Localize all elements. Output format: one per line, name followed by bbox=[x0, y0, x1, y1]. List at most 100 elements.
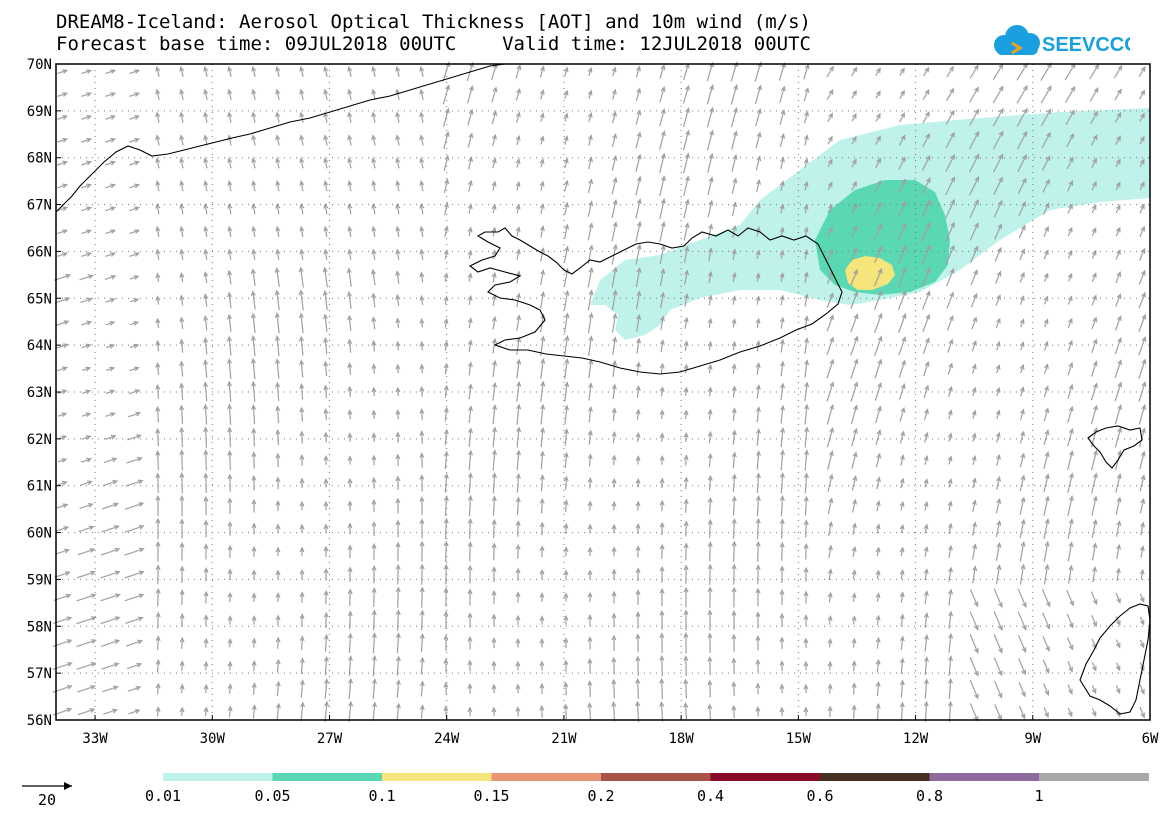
wind-arrow bbox=[323, 65, 329, 77]
wind-arrow bbox=[1115, 271, 1122, 284]
wind-arrow bbox=[102, 502, 120, 510]
wind-arrow bbox=[1091, 227, 1097, 236]
wind-arrow bbox=[443, 406, 449, 422]
wind-arrow bbox=[540, 247, 545, 262]
wind-arrow bbox=[923, 634, 929, 652]
wind-arrow bbox=[323, 589, 329, 605]
wind-arrow bbox=[563, 335, 570, 357]
wind-arrow bbox=[1067, 226, 1073, 237]
lon-label: 6W bbox=[1142, 731, 1159, 747]
wind-arrow bbox=[105, 389, 116, 395]
wind-arrow bbox=[347, 409, 353, 420]
wind-arrow bbox=[227, 568, 233, 580]
wind-arrow bbox=[563, 289, 570, 310]
wind-arrow bbox=[1019, 341, 1025, 351]
wind-arrow bbox=[731, 704, 737, 718]
wind-arrow bbox=[731, 130, 738, 150]
wind-arrow bbox=[682, 129, 690, 151]
wind-arrow bbox=[1139, 706, 1145, 719]
wind-arrow bbox=[684, 269, 690, 285]
wind-arrow bbox=[491, 706, 497, 717]
wind-arrow bbox=[827, 591, 833, 603]
wind-arrow bbox=[179, 683, 185, 694]
wind-arrow bbox=[395, 563, 401, 585]
wind-arrow bbox=[1019, 563, 1026, 585]
wind-arrow bbox=[104, 434, 117, 441]
wind-arrow bbox=[1090, 449, 1098, 471]
lat-label: 67N bbox=[27, 198, 52, 214]
wind-arrow bbox=[1114, 88, 1122, 101]
wind-arrow bbox=[946, 65, 954, 78]
wind-arrow bbox=[179, 382, 185, 401]
wind-arrow bbox=[323, 384, 329, 399]
wind-arrow bbox=[419, 248, 425, 260]
wind-arrow bbox=[922, 313, 931, 333]
wind-arrow bbox=[76, 662, 97, 670]
wind-arrow bbox=[251, 202, 257, 215]
wind-arrow bbox=[899, 477, 905, 489]
longitude-labels: 33W 30W 27W 24W 21W 18W 15W 12W 9W 6W bbox=[82, 715, 1159, 747]
wind-arrow bbox=[251, 682, 257, 695]
wind-arrow bbox=[1018, 224, 1026, 239]
wind-arrow bbox=[611, 66, 617, 77]
wind-arrow bbox=[635, 109, 642, 125]
wind-arrow bbox=[971, 477, 977, 489]
wind-arrow bbox=[851, 135, 857, 145]
wind-arrow bbox=[251, 498, 257, 513]
wind-arrow bbox=[347, 180, 353, 192]
wind-arrow bbox=[419, 633, 425, 653]
wind-arrow bbox=[299, 591, 305, 603]
wind-arrow bbox=[876, 476, 881, 490]
wind-arrow bbox=[921, 177, 931, 195]
wind-arrow bbox=[946, 87, 955, 102]
wind-arrow bbox=[275, 546, 281, 557]
wind-arrow bbox=[1043, 340, 1049, 351]
wind-arrow bbox=[443, 362, 449, 375]
wind-arrow bbox=[179, 65, 185, 77]
wind-arrow bbox=[779, 85, 786, 103]
wind-arrow bbox=[803, 271, 809, 283]
wind-arrow bbox=[755, 317, 761, 328]
wind-arrow bbox=[827, 660, 833, 671]
wind-arrow bbox=[540, 380, 546, 402]
wind-arrow bbox=[563, 637, 569, 649]
wind-arrow bbox=[587, 614, 593, 626]
wind-arrow bbox=[1067, 361, 1074, 376]
colorbar-label: 0.05 bbox=[254, 787, 290, 805]
wind-arrow bbox=[827, 135, 833, 145]
wind-arrow bbox=[491, 249, 497, 260]
wind-arrow bbox=[1019, 271, 1025, 283]
wind-arrow bbox=[804, 359, 810, 378]
wind-arrow bbox=[81, 137, 93, 143]
wind-arrow bbox=[683, 386, 689, 397]
wind-arrow bbox=[395, 431, 401, 443]
wind-arrow bbox=[227, 291, 233, 309]
wind-arrow bbox=[443, 681, 449, 696]
wind-arrow bbox=[1067, 564, 1074, 584]
wind-arrow bbox=[371, 134, 377, 146]
wind-arrow bbox=[491, 110, 498, 125]
wind-arrow bbox=[970, 269, 978, 286]
wind-arrow bbox=[731, 586, 737, 608]
wind-arrow bbox=[755, 406, 761, 423]
wind-arrow bbox=[371, 65, 377, 77]
wind-arrow bbox=[467, 541, 473, 562]
wind-arrow bbox=[155, 682, 161, 695]
wind-arrow bbox=[323, 157, 329, 169]
wind-arrow bbox=[921, 244, 931, 265]
wind-arrow bbox=[251, 545, 257, 557]
wind-arrow bbox=[659, 543, 665, 559]
wind-arrow bbox=[755, 249, 761, 260]
wind-arrow bbox=[803, 683, 809, 694]
wind-arrow bbox=[1043, 563, 1050, 585]
wind-arrow bbox=[899, 454, 905, 466]
wind-arrow bbox=[731, 407, 737, 421]
wind-arrow bbox=[1090, 382, 1098, 401]
wind-arrow bbox=[323, 523, 329, 534]
wind-arrow bbox=[899, 569, 905, 580]
wind-arrow bbox=[707, 270, 713, 284]
wind-arrow bbox=[779, 589, 785, 605]
wind-arrow bbox=[922, 88, 930, 100]
wind-arrow bbox=[923, 360, 930, 377]
wind-arrow bbox=[419, 474, 425, 492]
